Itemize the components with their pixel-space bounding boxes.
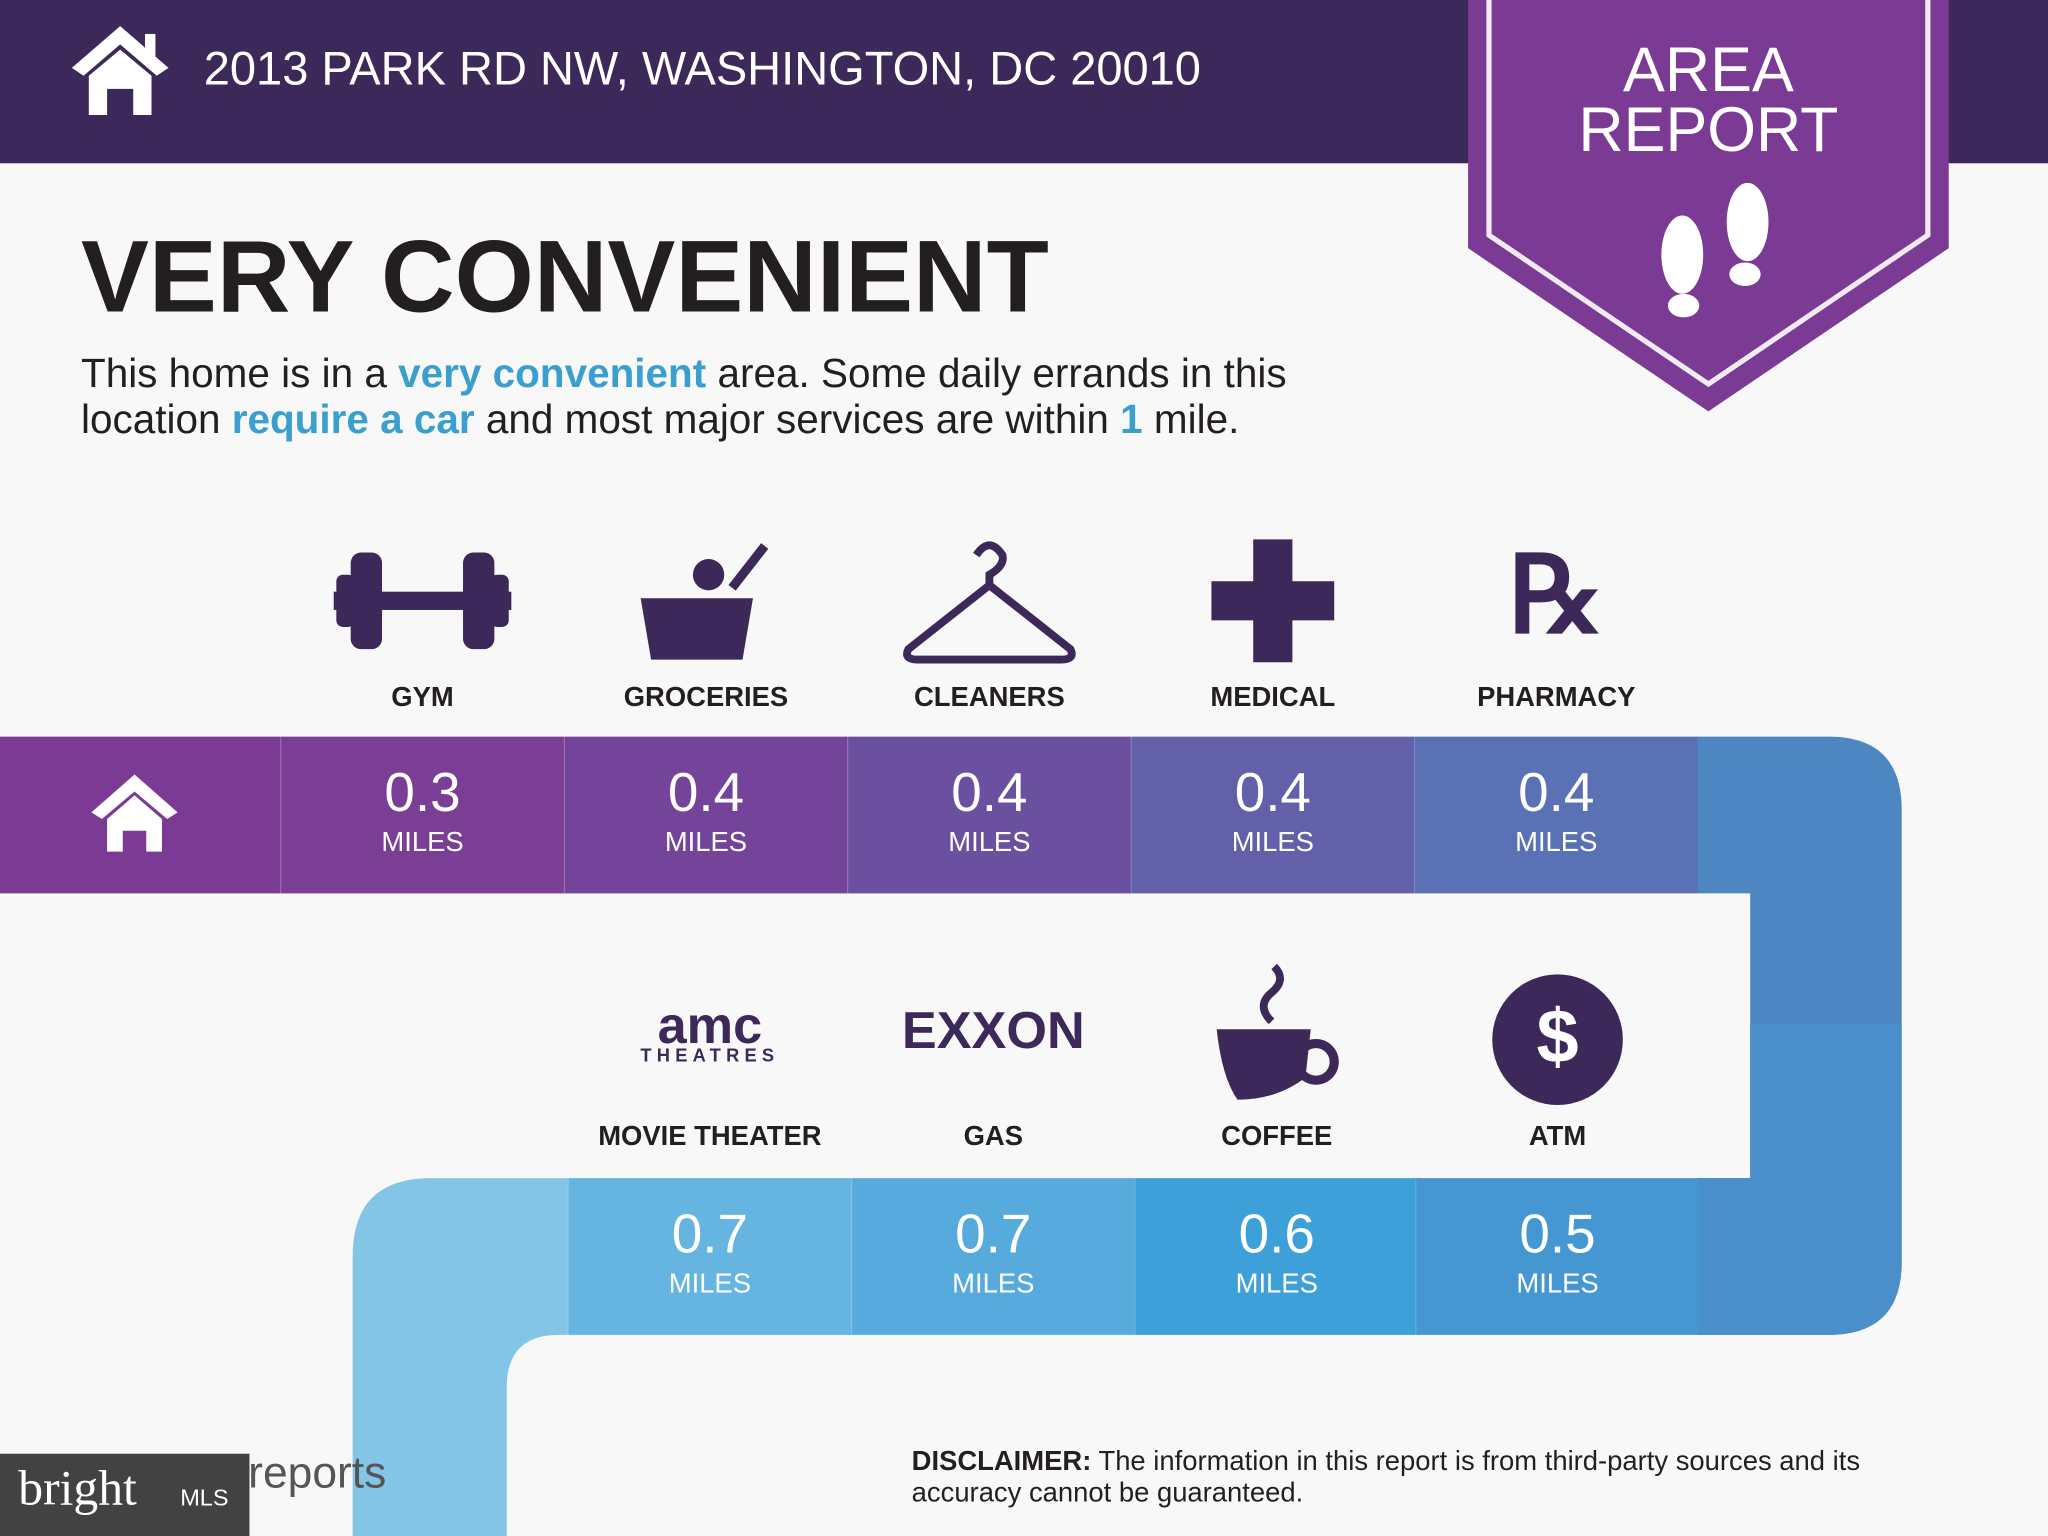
- watermark-text: bright: [18, 1460, 137, 1515]
- watermark: [0, 1453, 250, 1536]
- emphasis: very convenient: [398, 350, 706, 396]
- distance: 0.3: [384, 761, 460, 823]
- icon: [1293, 1039, 1339, 1085]
- disclaimer: DISCLAIMER: The information in this repo…: [912, 1445, 1860, 1476]
- icon: [463, 552, 495, 650]
- description-text: This home is in a: [81, 350, 398, 396]
- icon: [350, 552, 383, 650]
- emphasis: require a car: [232, 396, 475, 442]
- logo-text: amc: [658, 997, 763, 1055]
- badge-border: [1486, 0, 1931, 388]
- logo-text: EXXON: [902, 1002, 1085, 1060]
- distance-unit: MILES: [948, 826, 1030, 857]
- distance-cell: [847, 736, 1132, 894]
- description-text: and most major services are within: [475, 396, 1121, 442]
- disclaimer: accuracy cannot be guaranteed.: [912, 1476, 1304, 1507]
- distance-cell: [564, 736, 848, 894]
- service-label: GAS: [964, 1120, 1023, 1151]
- address: 2013 PARK RD NW, WASHINGTON, DC 20010: [204, 41, 1201, 94]
- disclaimer-text: The information in this report is from t…: [1091, 1445, 1860, 1476]
- icon: [1211, 539, 1335, 663]
- icon: [1259, 963, 1284, 1025]
- icon: [640, 598, 753, 660]
- distance-cell: [1415, 1178, 1700, 1335]
- service-label: MOVIE THEATER: [598, 1120, 822, 1151]
- distance: 0.4: [1235, 761, 1311, 823]
- service-label: PHARMACY: [1477, 681, 1635, 712]
- footprints-icon: [1661, 182, 1769, 318]
- service-label: COFFEE: [1221, 1120, 1332, 1151]
- service-label: GROCERIES: [624, 681, 788, 712]
- emphasis: 1: [1120, 396, 1143, 442]
- logo-text: reports: [248, 1449, 386, 1498]
- distance-unit: MILES: [381, 826, 463, 857]
- distance: 0.6: [1239, 1203, 1315, 1265]
- description-text: location: [81, 396, 232, 442]
- description-text: area. Some daily errands in this: [706, 350, 1286, 396]
- badge-title: AREA: [1623, 35, 1794, 105]
- service-label: CLEANERS: [914, 681, 1065, 712]
- description-text: mile.: [1143, 396, 1240, 442]
- badge-title: REPORT: [1578, 95, 1838, 165]
- distance-unit: MILES: [952, 1267, 1034, 1298]
- icon: [490, 574, 509, 627]
- disclaimer-label: DISCLAIMER:: [912, 1445, 1092, 1476]
- service-label: GYM: [391, 681, 453, 712]
- distance-unit: MILES: [1232, 826, 1314, 857]
- watermark-text: MLS: [180, 1485, 228, 1511]
- home-icon: [91, 774, 178, 852]
- description-line: location require a car and most major se…: [81, 396, 1239, 442]
- route-connector: [352, 1178, 569, 1536]
- distance: 0.4: [668, 761, 744, 823]
- distance-cell: [1414, 736, 1698, 894]
- service-label: ATM: [1529, 1120, 1586, 1151]
- service-label: MEDICAL: [1210, 681, 1335, 712]
- headline: VERY CONVENIENT: [81, 220, 1049, 334]
- home-icon: [71, 26, 169, 115]
- distance-cell: [280, 736, 565, 894]
- badge: [1468, 0, 1949, 412]
- distance-unit: MILES: [1516, 1267, 1598, 1298]
- route-connector: [1697, 1024, 1902, 1335]
- distance-unit: MILES: [665, 826, 747, 857]
- distance-unit: MILES: [1236, 1267, 1318, 1298]
- distance: 0.4: [951, 761, 1027, 823]
- logo-text: $: [1536, 994, 1578, 1079]
- icon: [1492, 974, 1623, 1105]
- distance: 0.5: [1519, 1203, 1595, 1265]
- icon: [692, 559, 725, 591]
- icon: [1216, 1029, 1311, 1100]
- icon: [728, 543, 769, 591]
- icon: [336, 574, 355, 627]
- icon: ℞: [1508, 538, 1604, 656]
- distance-cell: [851, 1178, 1136, 1335]
- icon: [903, 541, 1076, 664]
- distance-cell: [1135, 1178, 1419, 1335]
- distance-unit: MILES: [1515, 826, 1597, 857]
- distance-unit: MILES: [669, 1267, 751, 1298]
- distance: 0.7: [955, 1203, 1031, 1265]
- distance: 0.7: [672, 1203, 748, 1265]
- description-line: This home is in a very convenient area. …: [81, 350, 1287, 396]
- distance-cell: [1131, 736, 1415, 894]
- distance-cell: [568, 1178, 852, 1335]
- logo-text: THEATRES: [640, 1044, 779, 1065]
- distance: 0.4: [1518, 761, 1594, 823]
